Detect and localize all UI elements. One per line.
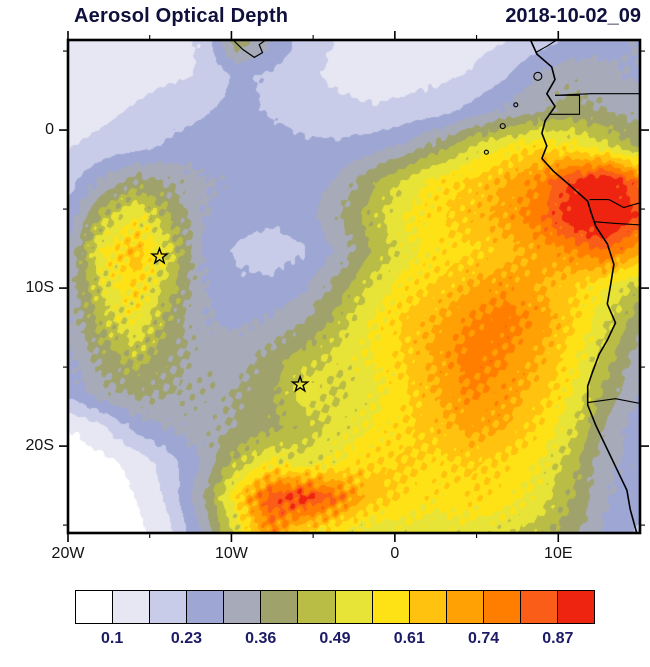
country-borders-group xyxy=(535,39,641,404)
colorbar-cell xyxy=(76,591,114,623)
colorbar xyxy=(75,590,595,624)
colorbar-cell xyxy=(409,591,447,623)
colorbar-tick-label: 0.36 xyxy=(245,630,277,647)
plot-timestamp: 2018-10-02_09 xyxy=(505,5,641,27)
station-markers-group xyxy=(149,246,310,393)
x-tick-label-10E: 10E xyxy=(544,545,573,562)
colorbar-cell xyxy=(520,591,559,623)
plot-frame xyxy=(66,38,642,535)
colorbar-cell xyxy=(483,591,521,623)
colorbar-tick-label: 0.87 xyxy=(542,630,574,647)
coastline-group xyxy=(529,39,638,534)
island-outline xyxy=(533,71,543,81)
x-tick-label-0: 0 xyxy=(390,545,400,562)
country-border xyxy=(594,221,641,226)
colorbar-cell xyxy=(150,591,188,623)
island-outline xyxy=(499,123,506,130)
colorbar-tick-label: 0.23 xyxy=(170,630,202,647)
plot-title: Aerosol Optical Depth xyxy=(74,5,289,27)
y-tick-label-0: 0 xyxy=(45,121,54,139)
colorbar-tick-label: 0.49 xyxy=(319,630,351,647)
field-contour-line xyxy=(232,39,267,59)
country-border xyxy=(587,398,641,404)
colorbar-cell xyxy=(558,591,595,623)
colorbar-tick-label: 0.74 xyxy=(467,630,500,647)
y-tick-label-10S: 10S xyxy=(25,279,54,297)
island-outline xyxy=(513,102,519,108)
colorbar-cell xyxy=(446,591,484,623)
country-border xyxy=(535,39,557,54)
star-marker xyxy=(290,374,310,393)
colorbar-cell xyxy=(372,591,410,623)
country-border xyxy=(589,199,641,209)
axis-ticks-group xyxy=(59,31,649,542)
extra-contour-group xyxy=(232,39,267,59)
x-tick-label-20W: 20W xyxy=(51,545,85,562)
country-border xyxy=(548,94,581,115)
colorbar-cell xyxy=(335,591,373,623)
star-marker xyxy=(149,246,170,265)
colorbar-cell xyxy=(224,591,262,623)
colorbar-cell xyxy=(187,591,225,623)
colorbar-tick-label: 0.61 xyxy=(393,630,425,647)
colorbar-cell xyxy=(261,591,299,623)
africa-coastline xyxy=(529,39,638,534)
islands-group xyxy=(483,71,543,155)
y-tick-label-20S: 20S xyxy=(25,437,54,455)
x-tick-label-10W: 10W xyxy=(214,545,248,562)
colorbar-cell xyxy=(298,591,336,623)
colorbar-cell xyxy=(113,591,151,623)
island-outline xyxy=(483,149,489,155)
colorbar-tick-label: 0.1 xyxy=(101,630,124,647)
